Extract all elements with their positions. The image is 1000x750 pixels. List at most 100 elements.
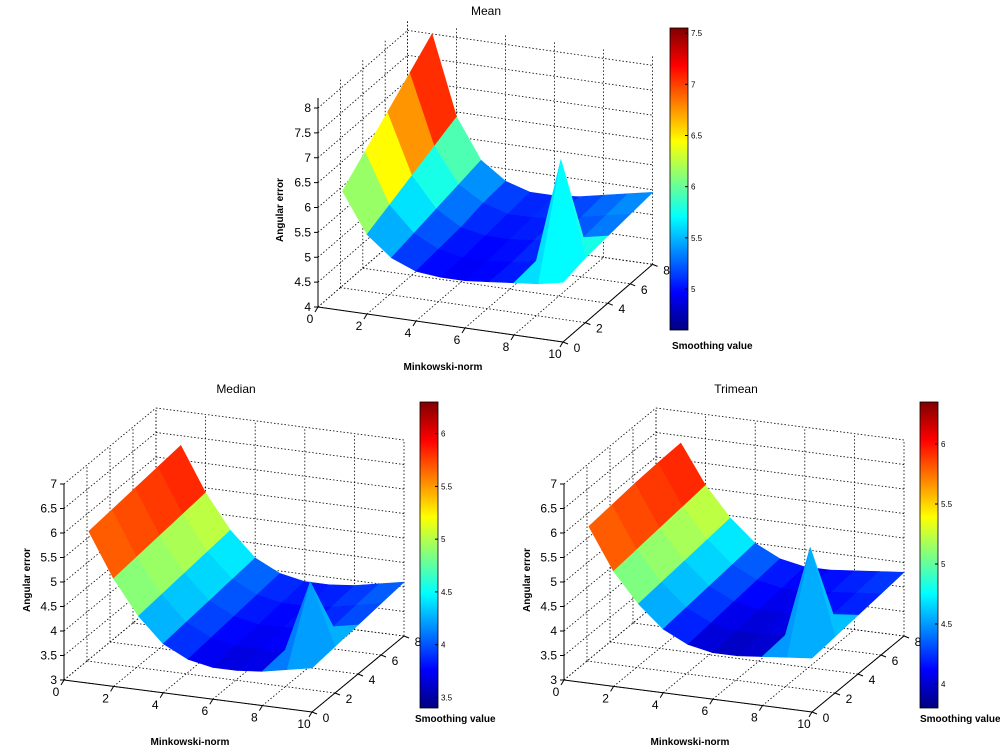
z-tick-label: 4.5	[294, 275, 311, 289]
y-tick	[857, 673, 864, 677]
surface	[588, 442, 905, 659]
x-tick	[461, 327, 466, 334]
surface	[342, 33, 654, 285]
grid-line	[655, 407, 905, 441]
z-tick-label: 4.5	[540, 600, 557, 614]
x-tick	[659, 692, 664, 699]
y-tick-label: 8	[915, 635, 922, 649]
grid-line	[340, 287, 586, 323]
y-tick	[652, 263, 658, 267]
x-axis-label: Minkowski-norm	[404, 362, 483, 373]
x-tick-label: 4	[152, 698, 159, 712]
chart-title: Median	[216, 382, 255, 396]
z-tick-label: 3	[550, 673, 557, 687]
y-tick	[811, 711, 818, 715]
x-tick	[610, 686, 615, 692]
x-axis-line	[317, 306, 564, 343]
colorbar-tick-label: 5.5	[441, 482, 453, 491]
colorbar-tick-label: 4	[941, 680, 946, 689]
x-tick-label: 6	[201, 704, 208, 718]
x-tick-label: 8	[251, 711, 258, 725]
z-tick-label: 6.5	[40, 502, 57, 516]
y-tick	[630, 283, 636, 287]
x-axis-line	[563, 679, 813, 713]
y-tick	[334, 692, 341, 696]
colorbar	[419, 401, 439, 709]
grid-line	[407, 104, 653, 141]
x-tick-label: 2	[102, 691, 109, 705]
x-tick	[60, 679, 65, 686]
surface-patch	[286, 581, 336, 670]
grid-line	[563, 407, 657, 485]
surface-patch	[538, 159, 586, 285]
x-tick-label: 0	[53, 685, 60, 699]
x-tick	[110, 686, 115, 692]
grid-line	[63, 407, 157, 485]
colorbar-tick-label: 4.5	[441, 588, 453, 597]
x-tick	[510, 334, 515, 341]
grid-line	[407, 129, 653, 166]
z-tick-label: 6	[550, 526, 557, 540]
grid-line	[63, 432, 157, 509]
colorbar-tick-label: 3.5	[441, 693, 453, 702]
y-tick-label: 8	[663, 263, 670, 277]
z-tick-label: 5	[304, 250, 311, 264]
y-tick-label: 0	[823, 711, 830, 725]
grid-line	[407, 30, 653, 66]
z-tick-label: 4	[550, 624, 557, 638]
y-axis-label: Smoothing value	[415, 714, 496, 725]
grid-line	[407, 79, 653, 116]
x-tick	[808, 711, 813, 718]
grid-line	[563, 603, 657, 681]
z-tick-label: 6	[50, 526, 57, 540]
x-axis-line	[63, 679, 313, 713]
colorbar-tick-label: 5	[941, 560, 946, 569]
grid-line	[362, 267, 608, 304]
z-axis-label: Angular error	[522, 548, 533, 612]
colorbar	[919, 401, 939, 709]
y-tick-label: 2	[846, 692, 853, 706]
y-tick-label: 4	[869, 673, 876, 687]
y-tick-label: 6	[392, 654, 399, 668]
z-axis-label: Angular error	[275, 178, 286, 242]
grid-line	[317, 79, 408, 159]
z-tick-label: 5.5	[294, 225, 311, 239]
z-tick-label: 5	[550, 575, 557, 589]
z-tick-label: 6.5	[540, 502, 557, 516]
x-tick-label: 10	[548, 347, 562, 361]
z-tick-label: 6	[304, 201, 311, 215]
x-tick-label: 6	[701, 704, 708, 718]
y-tick-label: 2	[596, 322, 603, 336]
chart-title: Trimean	[714, 382, 758, 396]
x-tick	[209, 698, 214, 705]
colorbar-tick-label: 5.5	[691, 234, 703, 243]
grid-line	[317, 54, 408, 134]
y-tick-label: 2	[346, 692, 353, 706]
y-tick	[311, 711, 318, 715]
z-tick-label: 3	[50, 673, 57, 687]
y-tick	[380, 654, 387, 658]
colorbar-tick-label: 6.5	[691, 131, 703, 140]
grid-line	[563, 456, 657, 534]
colorbar-tick-label: 7.5	[691, 29, 703, 38]
colorbar-tick-label: 5.5	[941, 500, 953, 509]
z-tick-label: 8	[304, 101, 311, 115]
grid-line	[407, 54, 653, 91]
y-tick	[903, 635, 910, 639]
colorbar-tick-label: 5	[691, 285, 696, 294]
x-tick-label: 0	[553, 685, 560, 699]
y-tick-label: 6	[892, 654, 899, 668]
x-tick-label: 8	[503, 340, 510, 354]
x-tick-label: 2	[602, 691, 609, 705]
x-tick-label: 8	[751, 711, 758, 725]
y-tick-label: 0	[323, 711, 330, 725]
x-tick	[559, 341, 564, 348]
y-tick-label: 4	[618, 302, 625, 316]
x-tick-label: 0	[307, 312, 314, 326]
chart-title: Mean	[471, 4, 501, 18]
x-axis-label: Minkowski-norm	[651, 737, 730, 748]
z-tick-label: 7	[50, 477, 57, 491]
grid-line	[63, 456, 157, 534]
y-tick	[834, 692, 841, 696]
y-tick	[607, 302, 613, 306]
